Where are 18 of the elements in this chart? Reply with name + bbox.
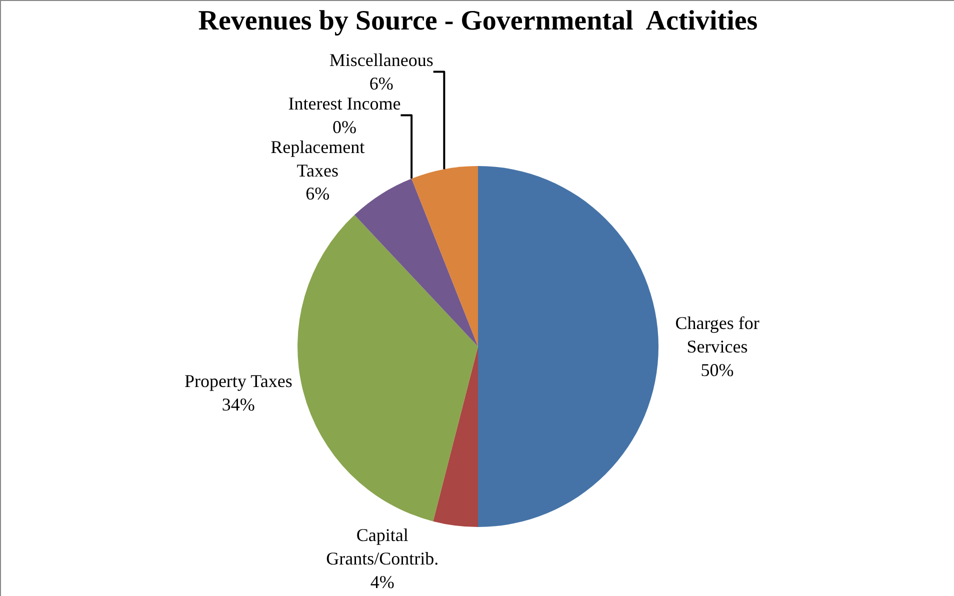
slice-label: Charges for Services xyxy=(675,313,760,356)
data-label: 50% xyxy=(700,360,734,380)
data-label: 34% xyxy=(222,394,255,414)
pie-slice xyxy=(478,166,658,527)
category-label: Interest Income xyxy=(288,93,401,114)
text: 0% xyxy=(332,116,356,137)
pie-slice xyxy=(354,178,478,346)
slice-label: Replacement Taxes xyxy=(270,136,365,180)
slice-label: Miscellaneous xyxy=(329,50,434,70)
slice-label: Capital Grants/Contrib. xyxy=(326,525,439,568)
data-label: 6% xyxy=(306,184,330,204)
data-label: 4% xyxy=(370,572,394,592)
pie-slice xyxy=(298,214,478,522)
pie-slice xyxy=(433,346,478,527)
pie-slice xyxy=(412,166,478,346)
data-label: 6% xyxy=(369,73,394,94)
slice-label: Property Taxes xyxy=(184,371,292,392)
chart-title: Revenues by Source - Governmental Activities xyxy=(198,6,758,37)
